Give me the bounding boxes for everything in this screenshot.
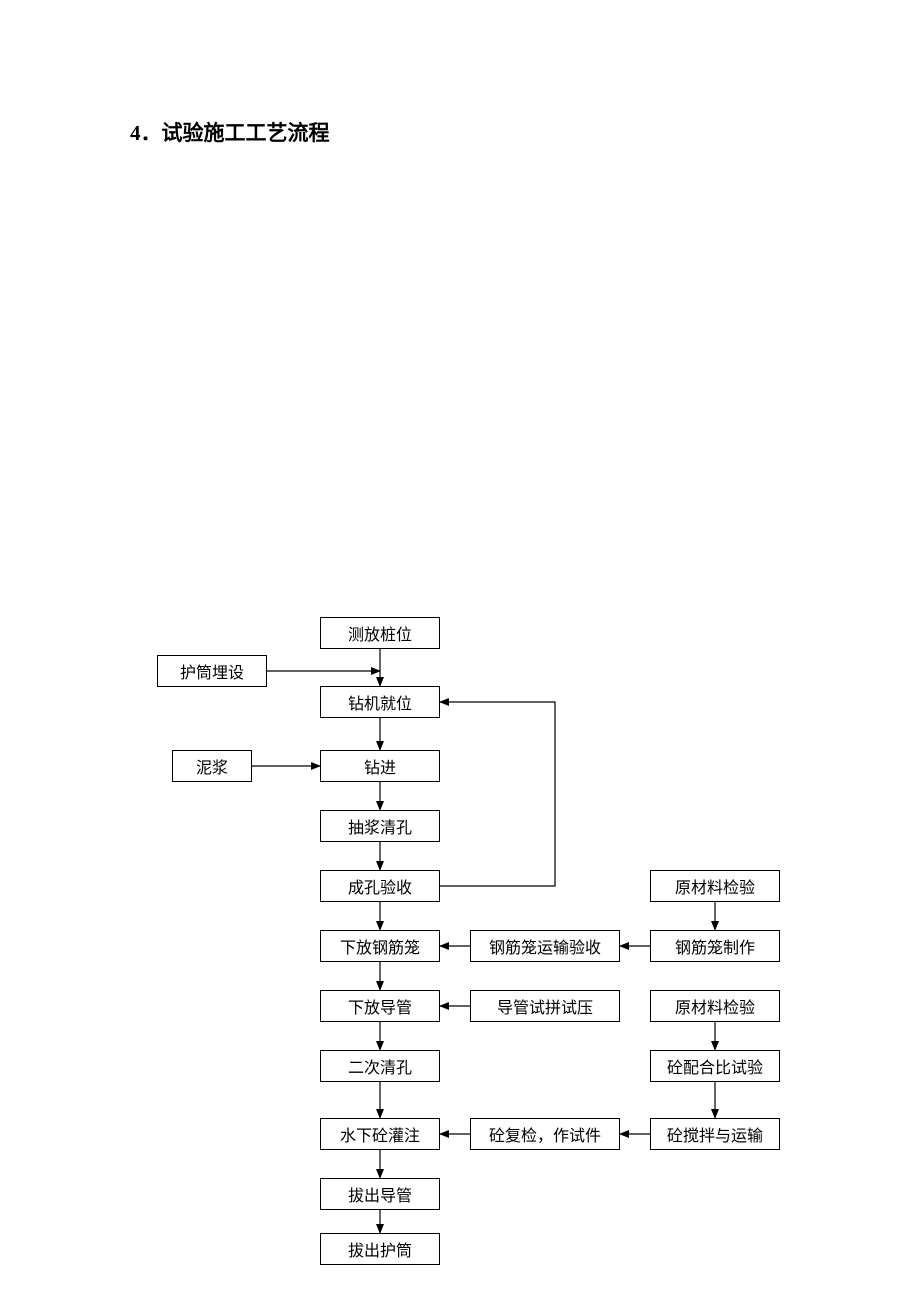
flowchart-node-n4: 泥浆 [172,750,252,782]
flowchart-node-n21: 拔出护筒 [320,1233,440,1265]
flowchart-node-n16: 砼配合比试验 [650,1050,780,1082]
flowchart-node-n20: 拔出导管 [320,1178,440,1210]
flowchart-node-n3: 钻机就位 [320,686,440,718]
flowchart-node-n13: 导管试拼试压 [470,990,620,1022]
flowchart-node-n7: 成孔验收 [320,870,440,902]
flowchart-node-n18: 砼复检，作试件 [470,1118,620,1150]
flowchart-node-n19: 砼搅拌与运输 [650,1118,780,1150]
section-title: 4．试验施工工艺流程 [130,117,330,147]
flowchart-connectors [0,0,920,1302]
flowchart-node-n10: 钢筋笼运输验收 [470,930,620,962]
flowchart-node-n6: 抽浆清孔 [320,810,440,842]
flowchart-node-n15: 二次清孔 [320,1050,440,1082]
flowchart-node-n17: 水下砼灌注 [320,1118,440,1150]
flowchart-node-n2: 护筒埋设 [157,655,267,687]
flowchart-node-n8: 原材料检验 [650,870,780,902]
flowchart-node-n1: 测放桩位 [320,617,440,649]
flowchart-node-n11: 钢筋笼制作 [650,930,780,962]
flowchart-node-n9: 下放钢筋笼 [320,930,440,962]
flowchart-node-n14: 原材料检验 [650,990,780,1022]
flowchart-node-n12: 下放导管 [320,990,440,1022]
flowchart-node-n5: 钻进 [320,750,440,782]
